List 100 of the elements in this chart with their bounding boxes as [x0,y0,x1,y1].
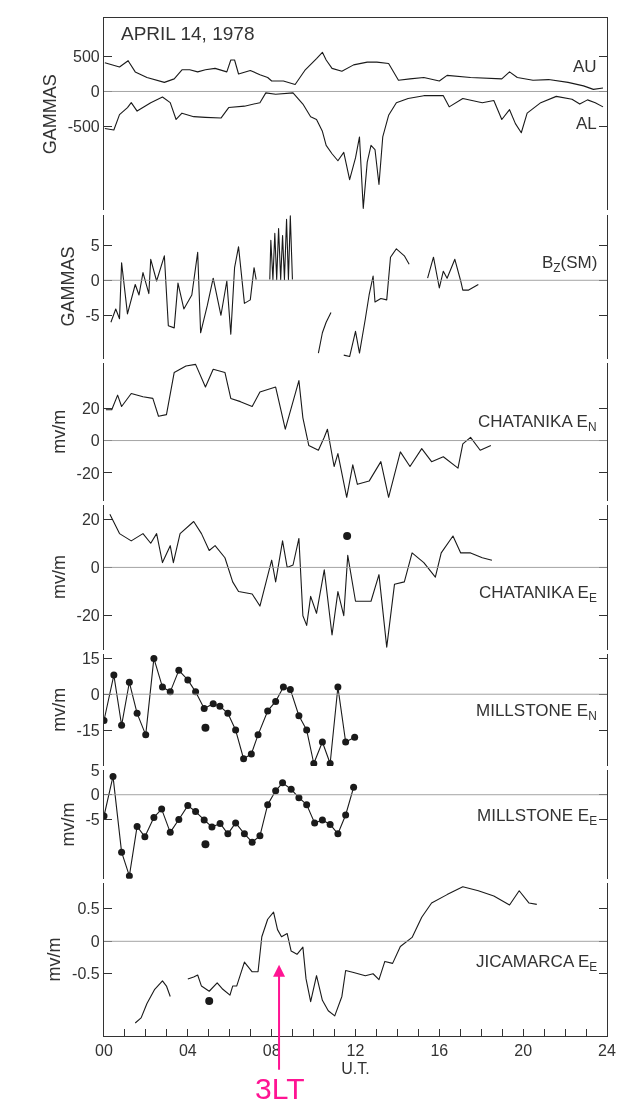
y-tick-label: -20 [76,464,100,482]
point [326,820,334,828]
point [200,705,208,713]
point [240,830,248,838]
y-tick-label: 0 [90,932,100,950]
y-tick-label: -500 [67,118,100,136]
point [311,819,319,827]
point [118,721,126,729]
point [232,819,240,827]
point [184,802,192,810]
point [279,779,287,787]
point [256,832,264,840]
point [272,697,280,705]
y-axis-title: mv/m [44,937,65,982]
point [150,654,158,662]
point [295,712,303,720]
point [141,833,149,841]
point [342,811,350,819]
point [133,822,141,830]
point [175,815,183,823]
text: 3LT [255,1072,305,1103]
y-tick-label: 5 [90,761,100,779]
point [224,830,232,838]
series-label: AU [573,57,597,76]
y-tick-label: -5 [85,811,100,829]
line-series [104,92,604,209]
series-label: CHATANIKA E$_{N}$ [478,412,597,434]
point [310,760,318,766]
point [184,676,192,684]
point [342,738,350,746]
x-tick-label: 20 [514,1042,533,1060]
point [200,816,208,824]
point [216,819,224,827]
text: JICAMARCA E$_{E}$ [476,952,598,974]
point [350,783,358,791]
point [303,726,311,734]
line-series [104,51,604,90]
point [109,772,117,780]
point [295,794,303,802]
y-axis-title: mv/m [48,409,69,454]
point [264,801,272,809]
y-tick-label: 5 [90,236,100,254]
point [166,688,174,696]
y-tick-label: 0 [90,786,100,804]
y-tick-label: 0 [90,685,100,703]
y-tick-label: 0 [90,271,100,289]
point [240,755,248,763]
y-tick-label: -0.5 [72,965,100,983]
point [318,816,326,824]
point [142,731,150,739]
chart-title: APRIL 14, 1978 [121,23,255,44]
series-label: CHATANIKA E$_{E}$ [479,583,597,605]
y-tick-label: 15 [81,649,100,667]
x-tick-label: 24 [598,1042,616,1060]
point [254,731,262,739]
point [201,723,210,732]
y-tick-label: 0.5 [77,900,100,918]
series-label: AL [576,114,597,133]
y-tick-label: 20 [81,399,100,417]
point [334,830,342,838]
y-tick-label: -5 [85,306,100,324]
text: MILLSTONE E$_{N}$ [476,701,597,723]
point [326,760,334,766]
point [150,814,158,821]
point [192,808,200,816]
point [279,683,287,691]
y-tick-label: 0 [90,559,100,577]
point [158,683,166,691]
y-tick-label: 0 [90,432,100,450]
point [118,848,126,856]
point [175,666,183,674]
point [264,707,272,715]
y-axis-title: mv/m [57,802,78,847]
y-tick-label: 20 [81,510,100,528]
point [192,688,200,696]
point [351,733,359,741]
point [166,828,174,836]
text: B$_{Z}$(SM) [542,253,598,275]
y-axis-title: mv/m [48,687,69,732]
x-axis-title: U.T. [341,1060,370,1077]
point [110,671,118,679]
point [209,700,217,708]
y-tick-label: 0 [90,83,100,101]
y-axis-title: GAMMAS [39,74,60,155]
y-tick-label: -20 [76,607,100,625]
point [286,685,294,693]
point [158,805,166,813]
point [125,872,133,879]
point [224,709,232,717]
x-tick-label: 04 [178,1042,197,1060]
y-tick-label: 500 [73,48,100,66]
point [247,750,255,758]
x-tick-label: 00 [95,1042,113,1060]
x-tick-label: 12 [346,1042,365,1060]
point [216,702,224,710]
point [248,838,256,846]
point [201,840,210,849]
point [272,787,280,795]
y-axis-title: GAMMAS [57,246,78,327]
point [318,738,326,746]
